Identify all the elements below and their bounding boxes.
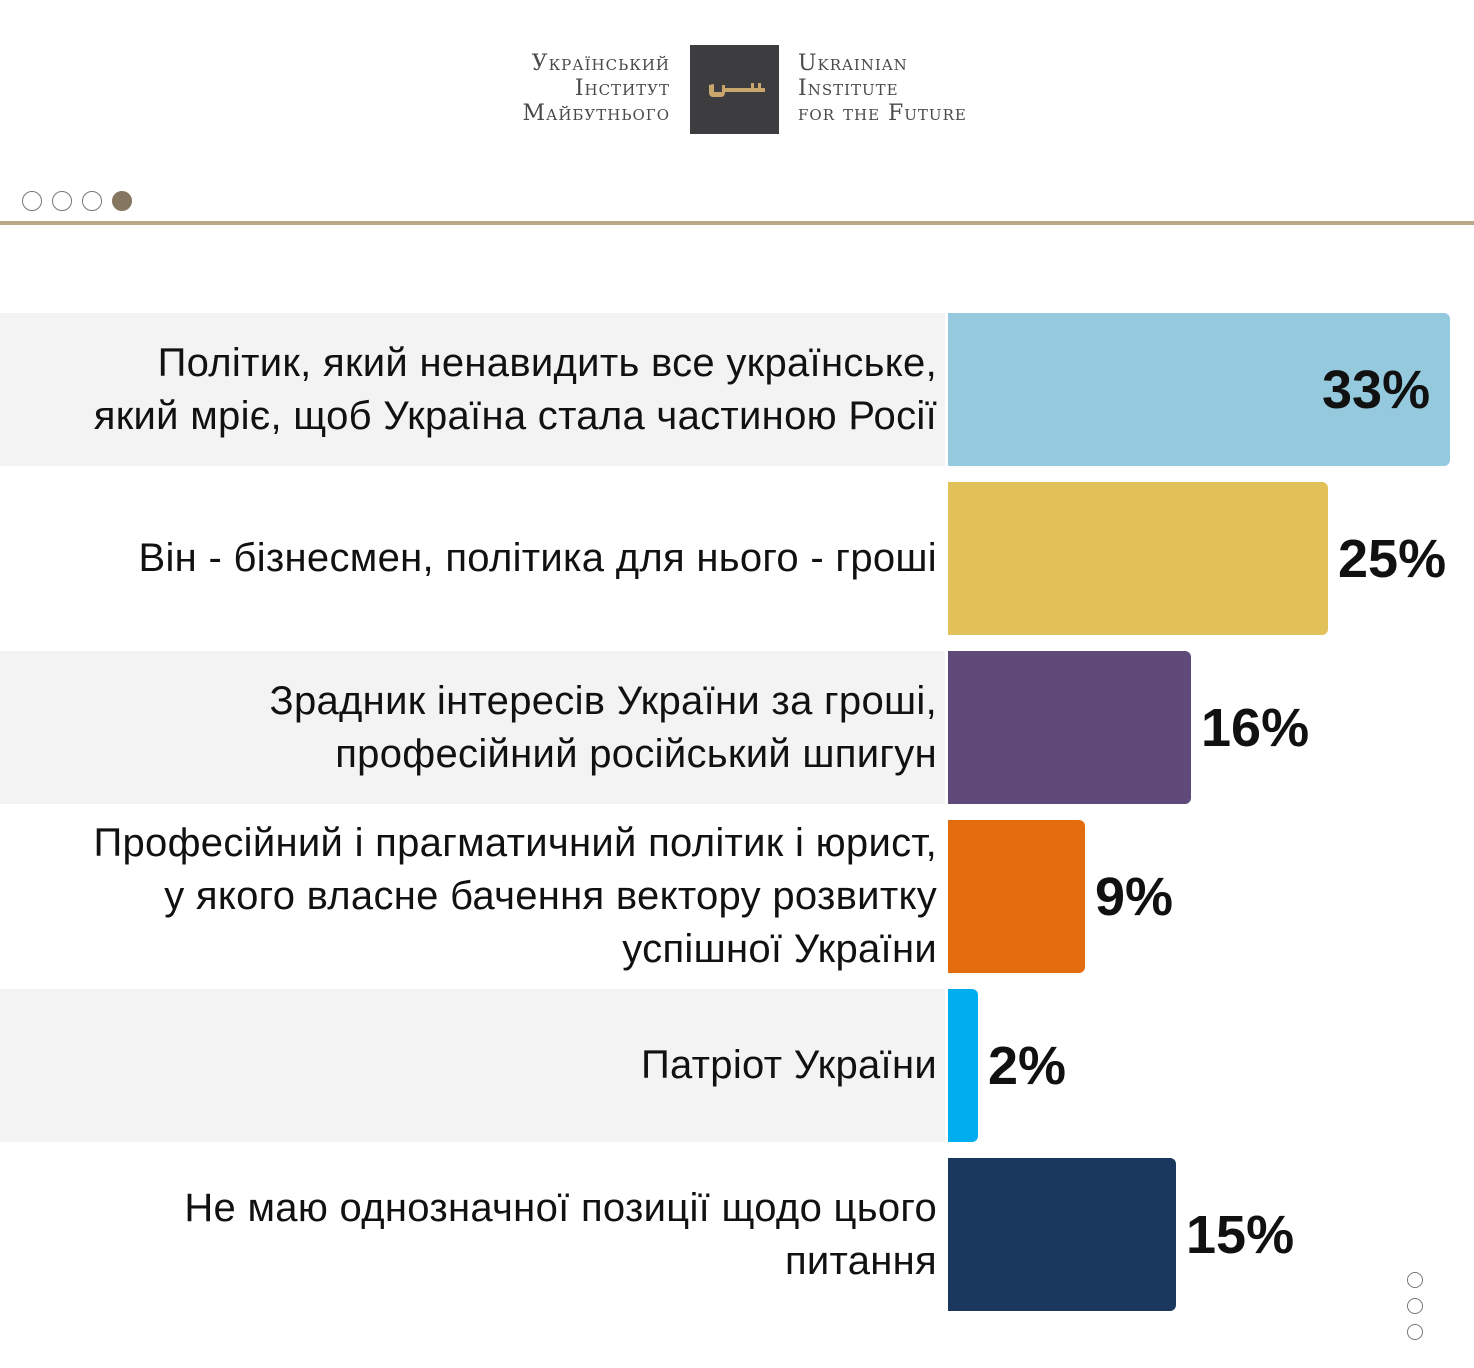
category-label-line: Зрадник інтересів України за гроші,: [269, 678, 937, 723]
pager-dot-4[interactable]: [112, 191, 132, 211]
logo-ua-line-3: Майбутнього: [522, 101, 670, 126]
side-pager-dot-1[interactable]: [1407, 1272, 1423, 1288]
slide-pager: [22, 191, 142, 213]
category-label: Патріот України: [0, 989, 937, 1142]
row-background: [0, 651, 945, 804]
category-label: Не маю однозначної позиції щодо цього пит…: [0, 1158, 937, 1311]
pager-dot-3[interactable]: [82, 191, 102, 211]
bar: [948, 989, 978, 1142]
category-label-line: Він - бізнесмен, політика для нього - гр…: [138, 536, 937, 580]
row-background: [0, 989, 945, 1142]
logo-english-text: Ukrainian Institute for the Future: [798, 51, 1058, 126]
category-label-line: професійний російський шпигун: [335, 731, 937, 776]
category-label-line: Не маю однозначної позиції щодо цього: [184, 1185, 937, 1230]
category-label: Зрадник інтересів України за гроші, профе…: [0, 651, 937, 804]
category-label: Професійний і прагматичний політик і юри…: [0, 820, 937, 973]
logo-ua-line-2: Інститут: [574, 76, 670, 101]
bar-value-label: 15%: [1186, 1204, 1295, 1265]
category-label-line: Політик, який ненавидить все українське,: [157, 340, 937, 385]
category-label-line: успішної України: [622, 927, 937, 971]
side-pager-dot-3[interactable]: [1407, 1324, 1423, 1340]
key-logo-icon: [690, 45, 779, 134]
side-pager: [1407, 1272, 1425, 1350]
category-label-line: у якого власне бачення вектору розвитку: [164, 874, 937, 918]
logo-ua-line-1: Український: [531, 51, 670, 76]
bar-value-label: 33%: [1322, 359, 1431, 420]
category-label-line: Професійний і прагматичний політик і юри…: [93, 821, 937, 865]
bar: [948, 1158, 1176, 1311]
bar-value-label: 9%: [1095, 866, 1174, 927]
bar: [948, 820, 1085, 973]
bar-value-label: 16%: [1201, 697, 1310, 758]
category-label: Політик, який ненавидить все українське,…: [0, 313, 937, 466]
bar-value-label: 25%: [1338, 528, 1447, 589]
logo-en-line-2: Institute: [798, 76, 899, 101]
category-label-line: який мріє, щоб Україна стала частиною Ро…: [93, 393, 937, 438]
category-label-line: Патріот України: [640, 1043, 937, 1087]
row-background: [0, 313, 945, 466]
logo: Український Інститут Майбутнього Ukraini…: [0, 45, 1474, 135]
side-pager-dot-2[interactable]: [1407, 1298, 1423, 1314]
logo-en-line-1: Ukrainian: [798, 51, 908, 76]
bar: [948, 482, 1328, 635]
bar: [948, 313, 1450, 466]
logo-ukrainian-text: Український Інститут Майбутнього: [410, 51, 670, 126]
category-label: Він - бізнесмен, політика для нього - гр…: [0, 482, 937, 635]
bar-value-label: 2%: [988, 1035, 1067, 1096]
category-label-line: питання: [784, 1238, 937, 1283]
pager-dot-2[interactable]: [52, 191, 72, 211]
header-divider: [0, 221, 1474, 225]
logo-en-line-3: for the Future: [798, 101, 967, 126]
bar: [948, 651, 1191, 804]
pager-dot-1[interactable]: [22, 191, 42, 211]
